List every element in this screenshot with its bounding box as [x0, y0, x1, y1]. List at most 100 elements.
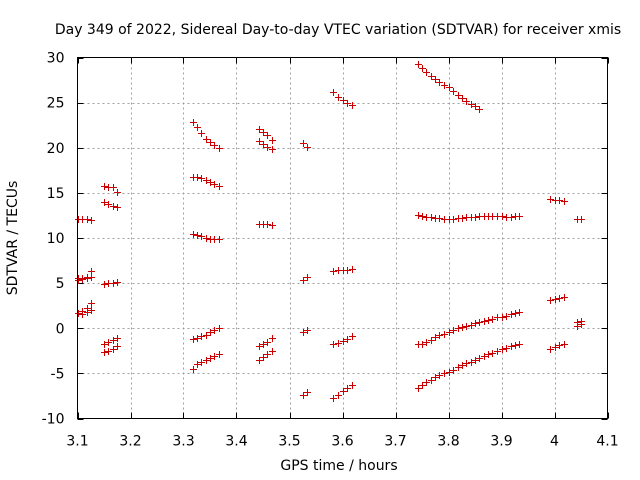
data-point	[75, 277, 82, 284]
series-s18	[256, 221, 276, 229]
data-point	[207, 329, 214, 336]
data-point	[436, 332, 443, 339]
data-point	[556, 197, 563, 204]
data-point	[556, 342, 563, 349]
data-point	[84, 275, 91, 282]
series-s24	[300, 389, 311, 399]
data-point	[561, 341, 568, 348]
series-s17	[256, 138, 276, 153]
data-points	[75, 61, 585, 402]
y-tick-label: 30	[47, 51, 65, 67]
data-point	[459, 362, 466, 369]
data-point	[190, 366, 197, 373]
data-point	[330, 268, 337, 275]
series-s35	[547, 341, 568, 353]
data-point	[468, 101, 475, 108]
data-point	[269, 146, 276, 153]
data-point	[110, 280, 117, 287]
series-s14	[190, 325, 223, 343]
series-s27	[330, 333, 356, 348]
data-point	[203, 177, 210, 184]
data-point	[415, 212, 422, 219]
series-s23	[300, 327, 311, 336]
data-point	[101, 183, 108, 190]
series-s9	[101, 335, 121, 348]
data-point	[264, 339, 271, 346]
data-point	[419, 65, 426, 72]
data-point	[190, 336, 197, 343]
data-point	[198, 175, 205, 182]
data-point	[340, 388, 347, 395]
data-point	[450, 216, 457, 223]
data-point	[190, 119, 197, 126]
data-point	[256, 343, 263, 350]
x-tick-label: 3.8	[437, 434, 459, 450]
y-tick-label: -5	[51, 366, 65, 382]
data-point	[260, 141, 267, 148]
data-point	[428, 337, 435, 344]
data-point	[194, 335, 201, 342]
series-s26	[330, 266, 356, 275]
series-s22	[300, 274, 311, 284]
data-point	[211, 181, 218, 188]
data-point	[516, 309, 523, 316]
data-point	[114, 189, 121, 196]
data-point	[340, 338, 347, 345]
x-tick-label: 4	[550, 434, 559, 450]
series-s11	[190, 119, 223, 152]
data-point	[198, 333, 205, 340]
y-axis-label: SDTVAR / TECUs	[5, 181, 21, 296]
series-s10	[101, 343, 121, 356]
data-point	[101, 199, 108, 206]
data-point	[441, 331, 448, 338]
data-point	[508, 311, 515, 318]
series-s12	[190, 174, 223, 190]
data-point	[468, 322, 475, 329]
data-point	[300, 392, 307, 399]
data-point	[512, 342, 519, 349]
data-point	[340, 97, 347, 104]
data-point	[330, 89, 337, 96]
data-point	[499, 346, 506, 353]
data-point	[349, 382, 356, 389]
data-point	[256, 138, 263, 145]
data-point	[264, 132, 271, 139]
series-s1	[75, 216, 95, 224]
data-point	[485, 317, 492, 324]
data-point	[194, 361, 201, 368]
x-tick-label: 3.6	[331, 434, 353, 450]
y-tick-label: 25	[47, 96, 65, 112]
data-point	[423, 339, 430, 346]
data-point	[260, 341, 267, 348]
data-point	[441, 370, 448, 377]
data-point	[552, 344, 559, 351]
data-point	[446, 329, 453, 336]
x-tick-label: 3.9	[490, 434, 512, 450]
data-point	[494, 348, 501, 355]
data-point	[88, 300, 95, 307]
data-point	[472, 320, 479, 327]
data-point	[428, 214, 435, 221]
data-point	[455, 92, 462, 99]
series-s38	[574, 321, 585, 330]
data-point	[547, 346, 554, 353]
x-tick-label: 3.4	[225, 434, 247, 450]
series-s15	[190, 351, 223, 373]
data-point	[114, 335, 121, 342]
data-point	[455, 364, 462, 371]
data-point	[335, 340, 342, 347]
data-point	[216, 325, 223, 332]
data-point	[88, 217, 95, 224]
data-point	[499, 213, 506, 220]
y-tick-label: 20	[47, 141, 65, 157]
data-point	[450, 327, 457, 334]
data-point	[194, 174, 201, 181]
data-point	[335, 392, 342, 399]
data-point	[459, 95, 466, 102]
data-point	[556, 295, 563, 302]
data-point	[79, 311, 86, 318]
data-point	[330, 395, 337, 402]
data-point	[485, 351, 492, 358]
data-point	[463, 360, 470, 367]
